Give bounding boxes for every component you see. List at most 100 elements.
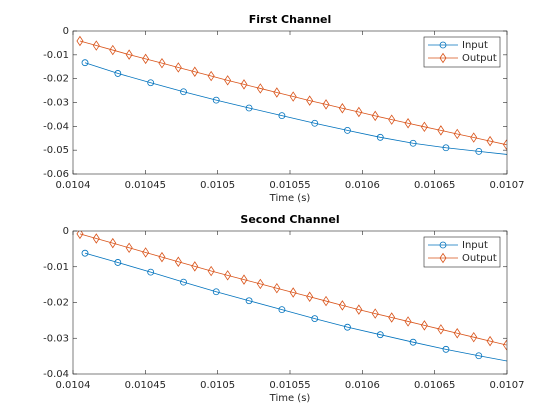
data-point — [404, 316, 412, 327]
data-point — [240, 79, 248, 90]
legend-marker — [439, 41, 447, 49]
chart-title: Second Channel — [240, 213, 339, 226]
data-point — [453, 128, 461, 140]
data-point — [240, 274, 248, 285]
x-tick-label: 0.01065 — [414, 180, 455, 191]
x-tick-label: 0.01055 — [269, 380, 310, 391]
y-tick-label: -0.06 — [43, 169, 69, 180]
data-point — [486, 135, 494, 147]
y-tick-label: -0.02 — [43, 298, 69, 309]
data-point — [470, 331, 478, 343]
series-line — [84, 252, 507, 362]
x-tick-label: 0.01045 — [125, 180, 166, 191]
data-point — [207, 70, 215, 82]
data-point — [273, 87, 281, 98]
data-point — [502, 339, 507, 351]
data-point — [376, 133, 384, 141]
x-tick-label: 0.0107 — [490, 180, 525, 191]
axes-box — [72, 230, 508, 375]
y-tick-label: -0.04 — [43, 369, 69, 380]
data-point — [278, 306, 286, 314]
data-point — [147, 79, 155, 87]
x-tick-label: 0.0105 — [200, 180, 235, 191]
data-point — [224, 75, 232, 86]
data-point — [92, 233, 100, 244]
data-point — [420, 320, 428, 331]
data-point — [158, 57, 166, 69]
data-point — [207, 265, 215, 277]
data-point — [437, 125, 445, 136]
series-line — [84, 62, 507, 155]
data-point — [142, 247, 150, 258]
data-point — [256, 278, 264, 290]
data-point — [470, 132, 478, 143]
data-point — [486, 335, 494, 347]
data-point — [409, 139, 417, 147]
legend-box — [423, 236, 501, 268]
legend-label: Output — [462, 53, 497, 64]
data-point — [174, 256, 182, 267]
data-point — [371, 110, 379, 122]
chart-title: First Channel — [249, 13, 332, 26]
data-point — [147, 268, 155, 276]
data-point — [109, 237, 117, 249]
x-tick-label: 0.0104 — [56, 380, 91, 391]
data-point — [344, 126, 351, 134]
plot-content — [76, 231, 507, 362]
series-line — [79, 233, 507, 346]
y-tick-label: 0 — [63, 226, 69, 237]
x-tick-label: 0.0106 — [345, 180, 380, 191]
data-point — [376, 331, 384, 339]
data-point — [125, 242, 133, 254]
data-point — [306, 95, 314, 106]
data-point — [245, 297, 253, 305]
data-point — [355, 106, 363, 118]
data-point — [442, 345, 450, 353]
data-point — [81, 249, 89, 257]
x-tick-label: 0.0107 — [490, 380, 525, 391]
data-point — [311, 119, 319, 127]
y-tick-label: -0.03 — [43, 333, 69, 344]
data-point — [475, 147, 483, 155]
data-point — [273, 282, 281, 294]
data-point — [114, 70, 122, 77]
data-point — [502, 139, 507, 150]
data-point — [344, 323, 351, 331]
data-point — [212, 96, 220, 104]
y-tick-label: -0.01 — [43, 262, 69, 273]
data-point — [224, 270, 232, 281]
data-point — [442, 144, 450, 152]
x-tick-label: 0.01055 — [269, 180, 310, 191]
data-point — [475, 352, 483, 360]
data-point — [191, 66, 199, 77]
data-point — [338, 300, 346, 311]
data-point — [142, 53, 150, 65]
data-point — [278, 112, 286, 120]
data-point — [256, 83, 264, 94]
legend-label: Input — [462, 40, 488, 51]
x-tick-label: 0.0104 — [56, 180, 91, 191]
legend-box — [423, 36, 501, 68]
series-line — [79, 40, 507, 146]
data-point — [76, 35, 84, 47]
data-point — [388, 312, 396, 323]
data-point — [404, 118, 412, 129]
x-tick-label: 0.0105 — [200, 380, 235, 391]
data-point — [322, 295, 330, 307]
legend-label: Input — [462, 240, 488, 251]
data-point — [420, 121, 428, 133]
data-point — [289, 287, 297, 298]
data-point — [109, 44, 117, 56]
y-tick-label: -0.02 — [43, 74, 69, 85]
data-point — [191, 261, 199, 272]
data-point — [92, 40, 100, 51]
legend-marker — [439, 241, 447, 249]
x-axis-label: Time (s) — [269, 193, 311, 204]
data-point — [180, 88, 187, 96]
data-point — [174, 62, 182, 73]
data-point — [338, 102, 346, 114]
x-tick-label: 0.0106 — [345, 380, 380, 391]
x-tick-label: 0.01045 — [125, 380, 166, 391]
data-point — [453, 328, 461, 339]
